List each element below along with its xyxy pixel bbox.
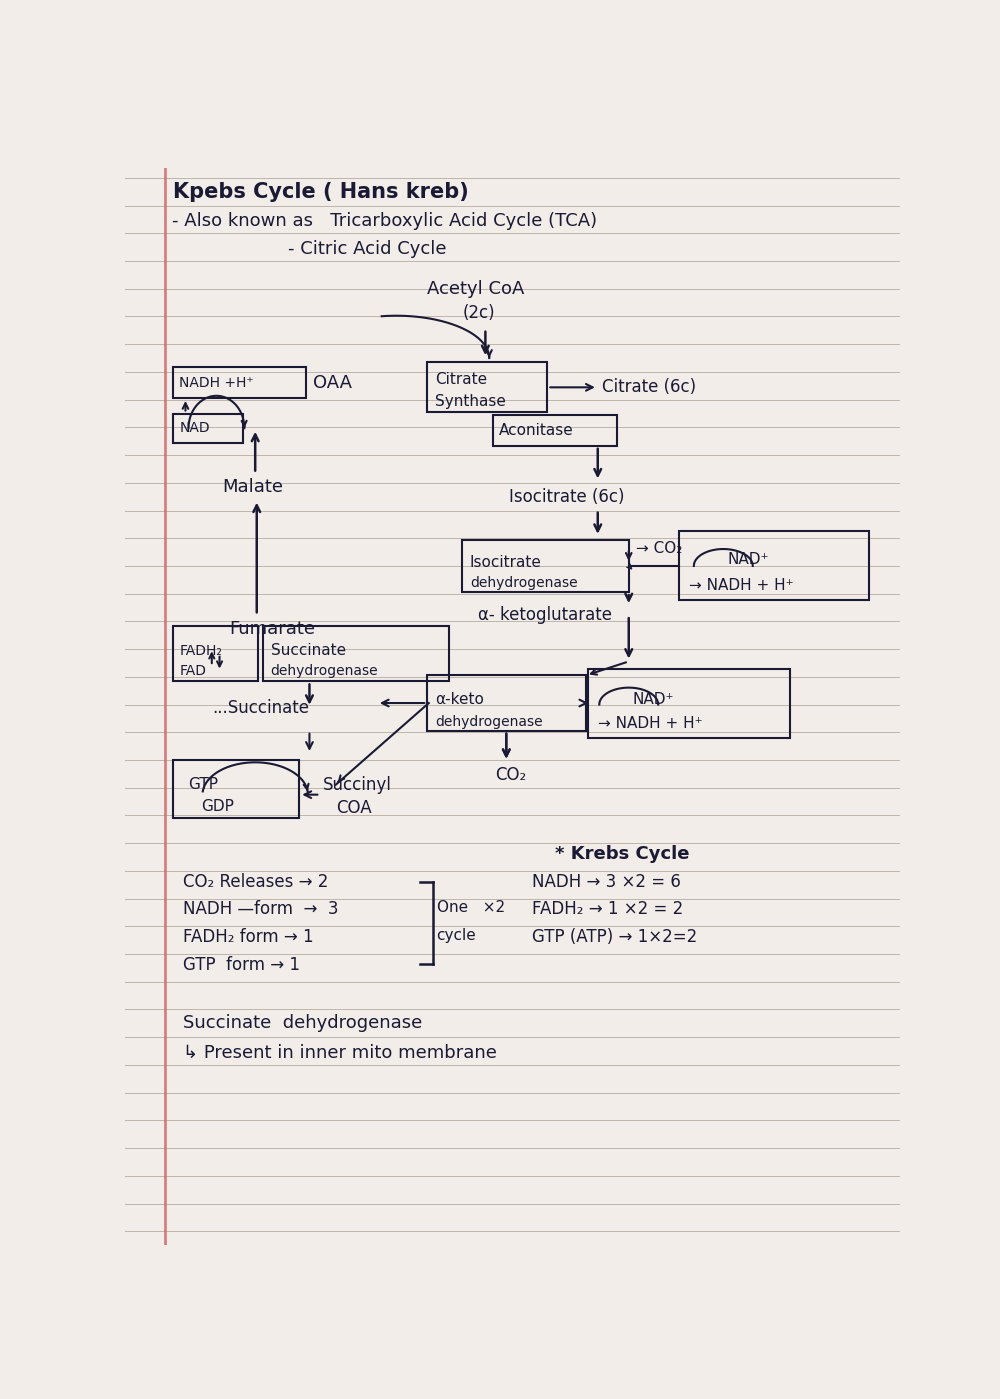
Bar <box>263 625 449 681</box>
Text: COA: COA <box>336 799 371 817</box>
Bar <box>462 540 629 592</box>
Text: NADH +H⁺: NADH +H⁺ <box>179 376 254 390</box>
Text: Acetyl CoA: Acetyl CoA <box>427 280 525 298</box>
Text: → NADH + H⁺: → NADH + H⁺ <box>598 715 702 730</box>
Text: (2c): (2c) <box>462 305 495 322</box>
Text: - Also known as   Tricarboxylic Acid Cycle (TCA): - Also known as Tricarboxylic Acid Cycle… <box>172 213 597 229</box>
Bar <box>588 669 790 739</box>
Text: GTP  form → 1: GTP form → 1 <box>183 956 300 974</box>
Bar <box>679 530 869 600</box>
Text: ...Succinate: ...Succinate <box>212 698 309 716</box>
Text: - Citric Acid Cycle: - Citric Acid Cycle <box>288 239 446 257</box>
Text: Isocitrate (6c): Isocitrate (6c) <box>509 488 624 505</box>
Text: Isocitrate: Isocitrate <box>470 555 542 571</box>
Text: Malate: Malate <box>222 477 283 495</box>
Text: NAD⁺: NAD⁺ <box>633 693 674 708</box>
Bar <box>173 760 299 818</box>
Text: dehydrogenase: dehydrogenase <box>470 576 578 590</box>
Text: α-keto: α-keto <box>435 693 484 708</box>
Bar <box>173 625 258 681</box>
Text: Succinyl: Succinyl <box>323 775 392 793</box>
Text: Fumarate: Fumarate <box>230 620 316 638</box>
Text: Kреbs Cycle ( Hans kreb): Kреbs Cycle ( Hans kreb) <box>173 182 469 201</box>
Text: cycle: cycle <box>437 928 476 943</box>
Text: NADH → 3 ×2 = 6: NADH → 3 ×2 = 6 <box>532 873 681 891</box>
Text: GTP (ATP) → 1×2=2: GTP (ATP) → 1×2=2 <box>532 928 697 946</box>
Text: NAD⁺: NAD⁺ <box>728 553 769 568</box>
Text: Aconitase: Aconitase <box>499 422 574 438</box>
Text: GDP: GDP <box>201 799 234 814</box>
Text: → NADH + H⁺: → NADH + H⁺ <box>689 578 794 593</box>
Text: GTP: GTP <box>189 778 219 792</box>
Text: * Krebs Cycle: * Krebs Cycle <box>555 845 690 863</box>
Bar <box>427 362 547 411</box>
Text: FADH₂ → 1 ×2 = 2: FADH₂ → 1 ×2 = 2 <box>532 901 683 918</box>
Bar <box>173 368 306 399</box>
Text: ↳ Present in inner mito membrane: ↳ Present in inner mito membrane <box>183 1044 497 1062</box>
Text: Citrate: Citrate <box>435 372 487 388</box>
Text: CO₂: CO₂ <box>495 767 527 785</box>
Bar <box>173 414 243 442</box>
Text: → CO₂: → CO₂ <box>637 541 683 555</box>
Text: α- ketoglutarate: α- ketoglutarate <box>478 606 612 624</box>
Bar <box>427 676 586 730</box>
Text: CO₂ Releases → 2: CO₂ Releases → 2 <box>183 873 328 891</box>
Text: FADH₂ form → 1: FADH₂ form → 1 <box>183 928 314 946</box>
Text: FADH₂: FADH₂ <box>179 644 222 658</box>
Text: OAA: OAA <box>313 374 352 392</box>
Bar <box>493 416 617 446</box>
Text: dehydrogenase: dehydrogenase <box>271 665 378 679</box>
Text: Succinate: Succinate <box>271 644 346 658</box>
Text: dehydrogenase: dehydrogenase <box>435 715 543 729</box>
Text: One   ×2: One ×2 <box>437 901 505 915</box>
Text: NAD: NAD <box>179 421 210 435</box>
Text: Citrate (6c): Citrate (6c) <box>602 378 696 396</box>
Text: Synthase: Synthase <box>435 393 506 409</box>
Text: FAD: FAD <box>179 665 206 679</box>
Text: Succinate  dehydrogenase: Succinate dehydrogenase <box>183 1014 422 1032</box>
Text: NADH —form  →  3: NADH —form → 3 <box>183 901 339 918</box>
